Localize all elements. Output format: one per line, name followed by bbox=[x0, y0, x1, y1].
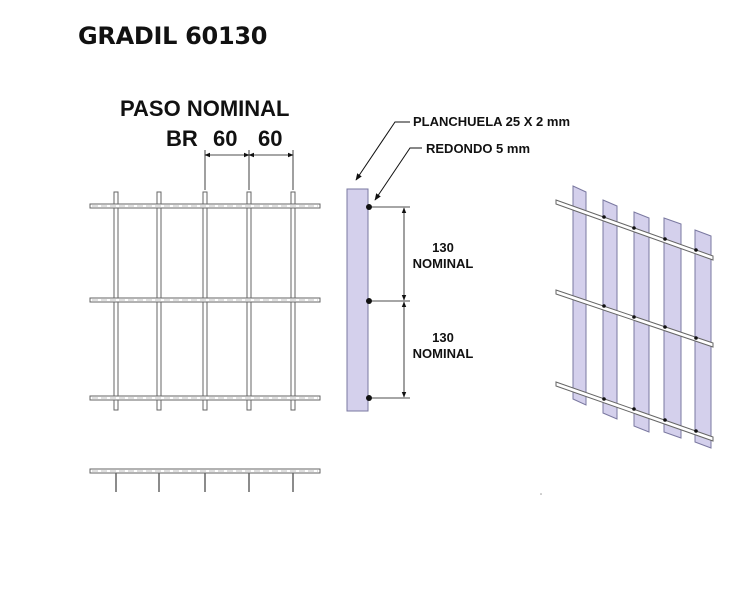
stray-dot bbox=[540, 493, 542, 495]
pitch-dimension bbox=[204, 150, 294, 190]
iso-bars bbox=[572, 185, 712, 449]
pitch-heading: PASO NOMINAL bbox=[120, 96, 290, 121]
dimension-upper: 130 NOMINAL bbox=[408, 240, 478, 272]
dimension-upper-unit: NOMINAL bbox=[412, 256, 474, 271]
leader-lines bbox=[355, 121, 422, 201]
plan-view bbox=[89, 468, 321, 492]
flat-bar-label: PLANCHUELA 25 X 2 mm bbox=[413, 114, 570, 129]
flat-bar-side bbox=[346, 188, 369, 412]
dimension-lower: 130 NOMINAL bbox=[408, 330, 478, 362]
side-view bbox=[346, 188, 410, 412]
rod-dot-bottom bbox=[366, 395, 372, 401]
rod-dot-top bbox=[366, 204, 372, 210]
iso-weld-dots bbox=[602, 215, 698, 433]
dimension-lower-unit: NOMINAL bbox=[412, 346, 474, 361]
page-title: GRADIL 60130 bbox=[78, 22, 268, 50]
rod-dot-mid bbox=[366, 298, 372, 304]
pitch-br-label: BR bbox=[166, 126, 198, 151]
pitch-spacing-2: 60 bbox=[258, 126, 283, 151]
front-cross-rods bbox=[89, 203, 321, 401]
pitch-spacing-1: 60 bbox=[213, 126, 238, 151]
dimension-upper-value: 130 bbox=[432, 240, 454, 255]
isometric-view bbox=[555, 185, 714, 449]
round-bar-label: REDONDO 5 mm bbox=[426, 141, 531, 156]
dimension-lower-value: 130 bbox=[432, 330, 454, 345]
front-view bbox=[89, 191, 321, 411]
